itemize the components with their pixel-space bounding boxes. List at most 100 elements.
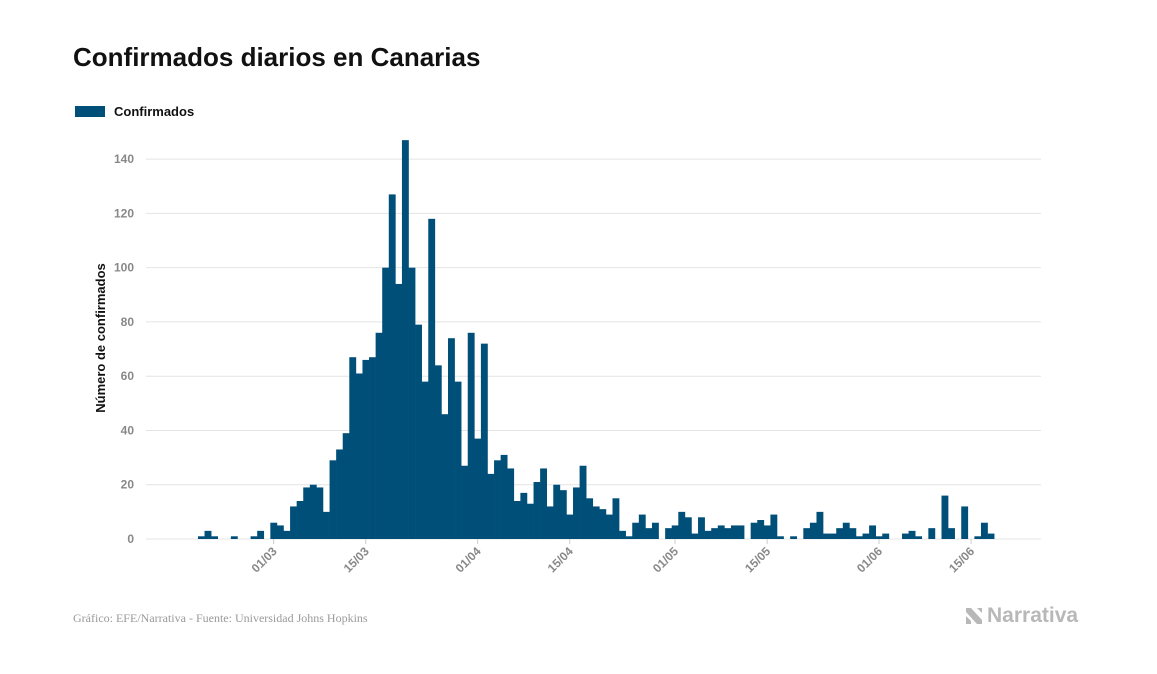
- bar: [869, 525, 876, 539]
- legend-label: Confirmados: [114, 104, 195, 119]
- bar: [408, 267, 416, 539]
- bar: [283, 530, 291, 539]
- brand-text: Narrativa: [987, 604, 1079, 627]
- bar: [428, 218, 436, 539]
- bar: [369, 357, 376, 539]
- bar: [678, 511, 686, 539]
- y-tick-label: 0: [127, 532, 134, 546]
- y-tick-label: 20: [121, 478, 135, 492]
- bar: [349, 357, 357, 539]
- x-tick-label: 01/05: [650, 544, 681, 575]
- bar: [770, 514, 778, 539]
- bar: [711, 528, 719, 539]
- bar: [211, 536, 218, 539]
- bar: [579, 465, 587, 539]
- bar: [276, 525, 284, 539]
- bar: [546, 506, 554, 539]
- bar: [204, 530, 212, 539]
- bar: [559, 490, 567, 539]
- bar: [566, 514, 574, 539]
- bar: [474, 438, 482, 539]
- legend-swatch: [75, 106, 105, 117]
- bar: [520, 492, 528, 539]
- y-axis-label: Número de confirmados: [93, 263, 108, 413]
- bar: [421, 381, 429, 539]
- chart-title: Confirmados diarios en Canarias: [73, 42, 481, 72]
- bar: [908, 530, 916, 539]
- bar: [855, 536, 863, 539]
- bar: [632, 522, 640, 539]
- bar: [724, 528, 732, 539]
- bar: [540, 468, 547, 539]
- bar: [362, 359, 370, 539]
- bar: [651, 522, 659, 539]
- bar: [480, 343, 488, 539]
- y-tick-label: 60: [121, 369, 135, 383]
- bar: [329, 460, 337, 539]
- bar: [290, 506, 297, 539]
- bar: [467, 332, 475, 539]
- bar: [915, 536, 923, 539]
- bar: [296, 501, 304, 539]
- bar: [704, 530, 712, 539]
- bar: [309, 484, 317, 539]
- bar: [395, 283, 403, 539]
- bar-series: [197, 140, 995, 539]
- bar: [612, 498, 620, 539]
- bar: [448, 338, 455, 539]
- bar: [322, 511, 330, 539]
- brand-logo: Narrativa: [964, 604, 1078, 628]
- bar: [862, 533, 870, 539]
- bar: [777, 536, 784, 539]
- y-tick-label: 120: [114, 206, 134, 220]
- bar: [698, 517, 705, 539]
- x-tick-label: 15/03: [341, 544, 372, 575]
- bar: [197, 536, 205, 539]
- bar: [928, 528, 936, 539]
- bar: [336, 449, 344, 539]
- bar: [487, 473, 495, 539]
- bar: [342, 433, 350, 539]
- bar: [441, 414, 449, 539]
- legend: Confirmados: [75, 104, 194, 119]
- x-tick-label: 15/04: [545, 544, 576, 575]
- bar: [638, 514, 646, 539]
- bar: [434, 365, 442, 539]
- bar: [980, 522, 988, 539]
- bar: [750, 522, 758, 539]
- bar: [757, 520, 765, 539]
- y-axis-ticks: 0 20 40 60 80 100 120 140: [114, 152, 134, 546]
- bar: [974, 536, 982, 539]
- bar: [730, 525, 738, 539]
- bar: [573, 487, 580, 539]
- bar: [586, 498, 594, 539]
- bar: [454, 381, 462, 539]
- bar: [875, 536, 883, 539]
- x-axis-ticks: 01/03 15/03 01/04 15/04 01/05 15/05 01/06 15/06: [249, 539, 977, 575]
- bar: [507, 468, 515, 539]
- bar: [303, 487, 311, 539]
- bar: [737, 525, 745, 539]
- bar: [388, 194, 396, 539]
- bar: [494, 460, 501, 539]
- bar: [619, 530, 626, 539]
- bar: [823, 533, 830, 539]
- narrativa-n-logo-icon: [966, 608, 982, 624]
- x-tick-label: 01/06: [854, 544, 885, 575]
- bar: [355, 373, 363, 539]
- bar: [829, 533, 837, 539]
- bar: [250, 536, 258, 539]
- y-tick-label: 40: [121, 423, 135, 437]
- bar: [816, 511, 824, 539]
- bar: [599, 509, 607, 539]
- source-note: Gráfico: EFE/Narrativa - Fuente: Univers…: [73, 611, 368, 625]
- bar: [513, 501, 521, 539]
- bar: [948, 528, 955, 539]
- bar: [605, 514, 613, 539]
- y-tick-label: 140: [114, 152, 134, 166]
- x-tick-label: 01/03: [249, 544, 280, 575]
- bar: [270, 522, 278, 539]
- y-tick-label: 80: [121, 315, 135, 329]
- y-tick-label: 100: [114, 261, 134, 275]
